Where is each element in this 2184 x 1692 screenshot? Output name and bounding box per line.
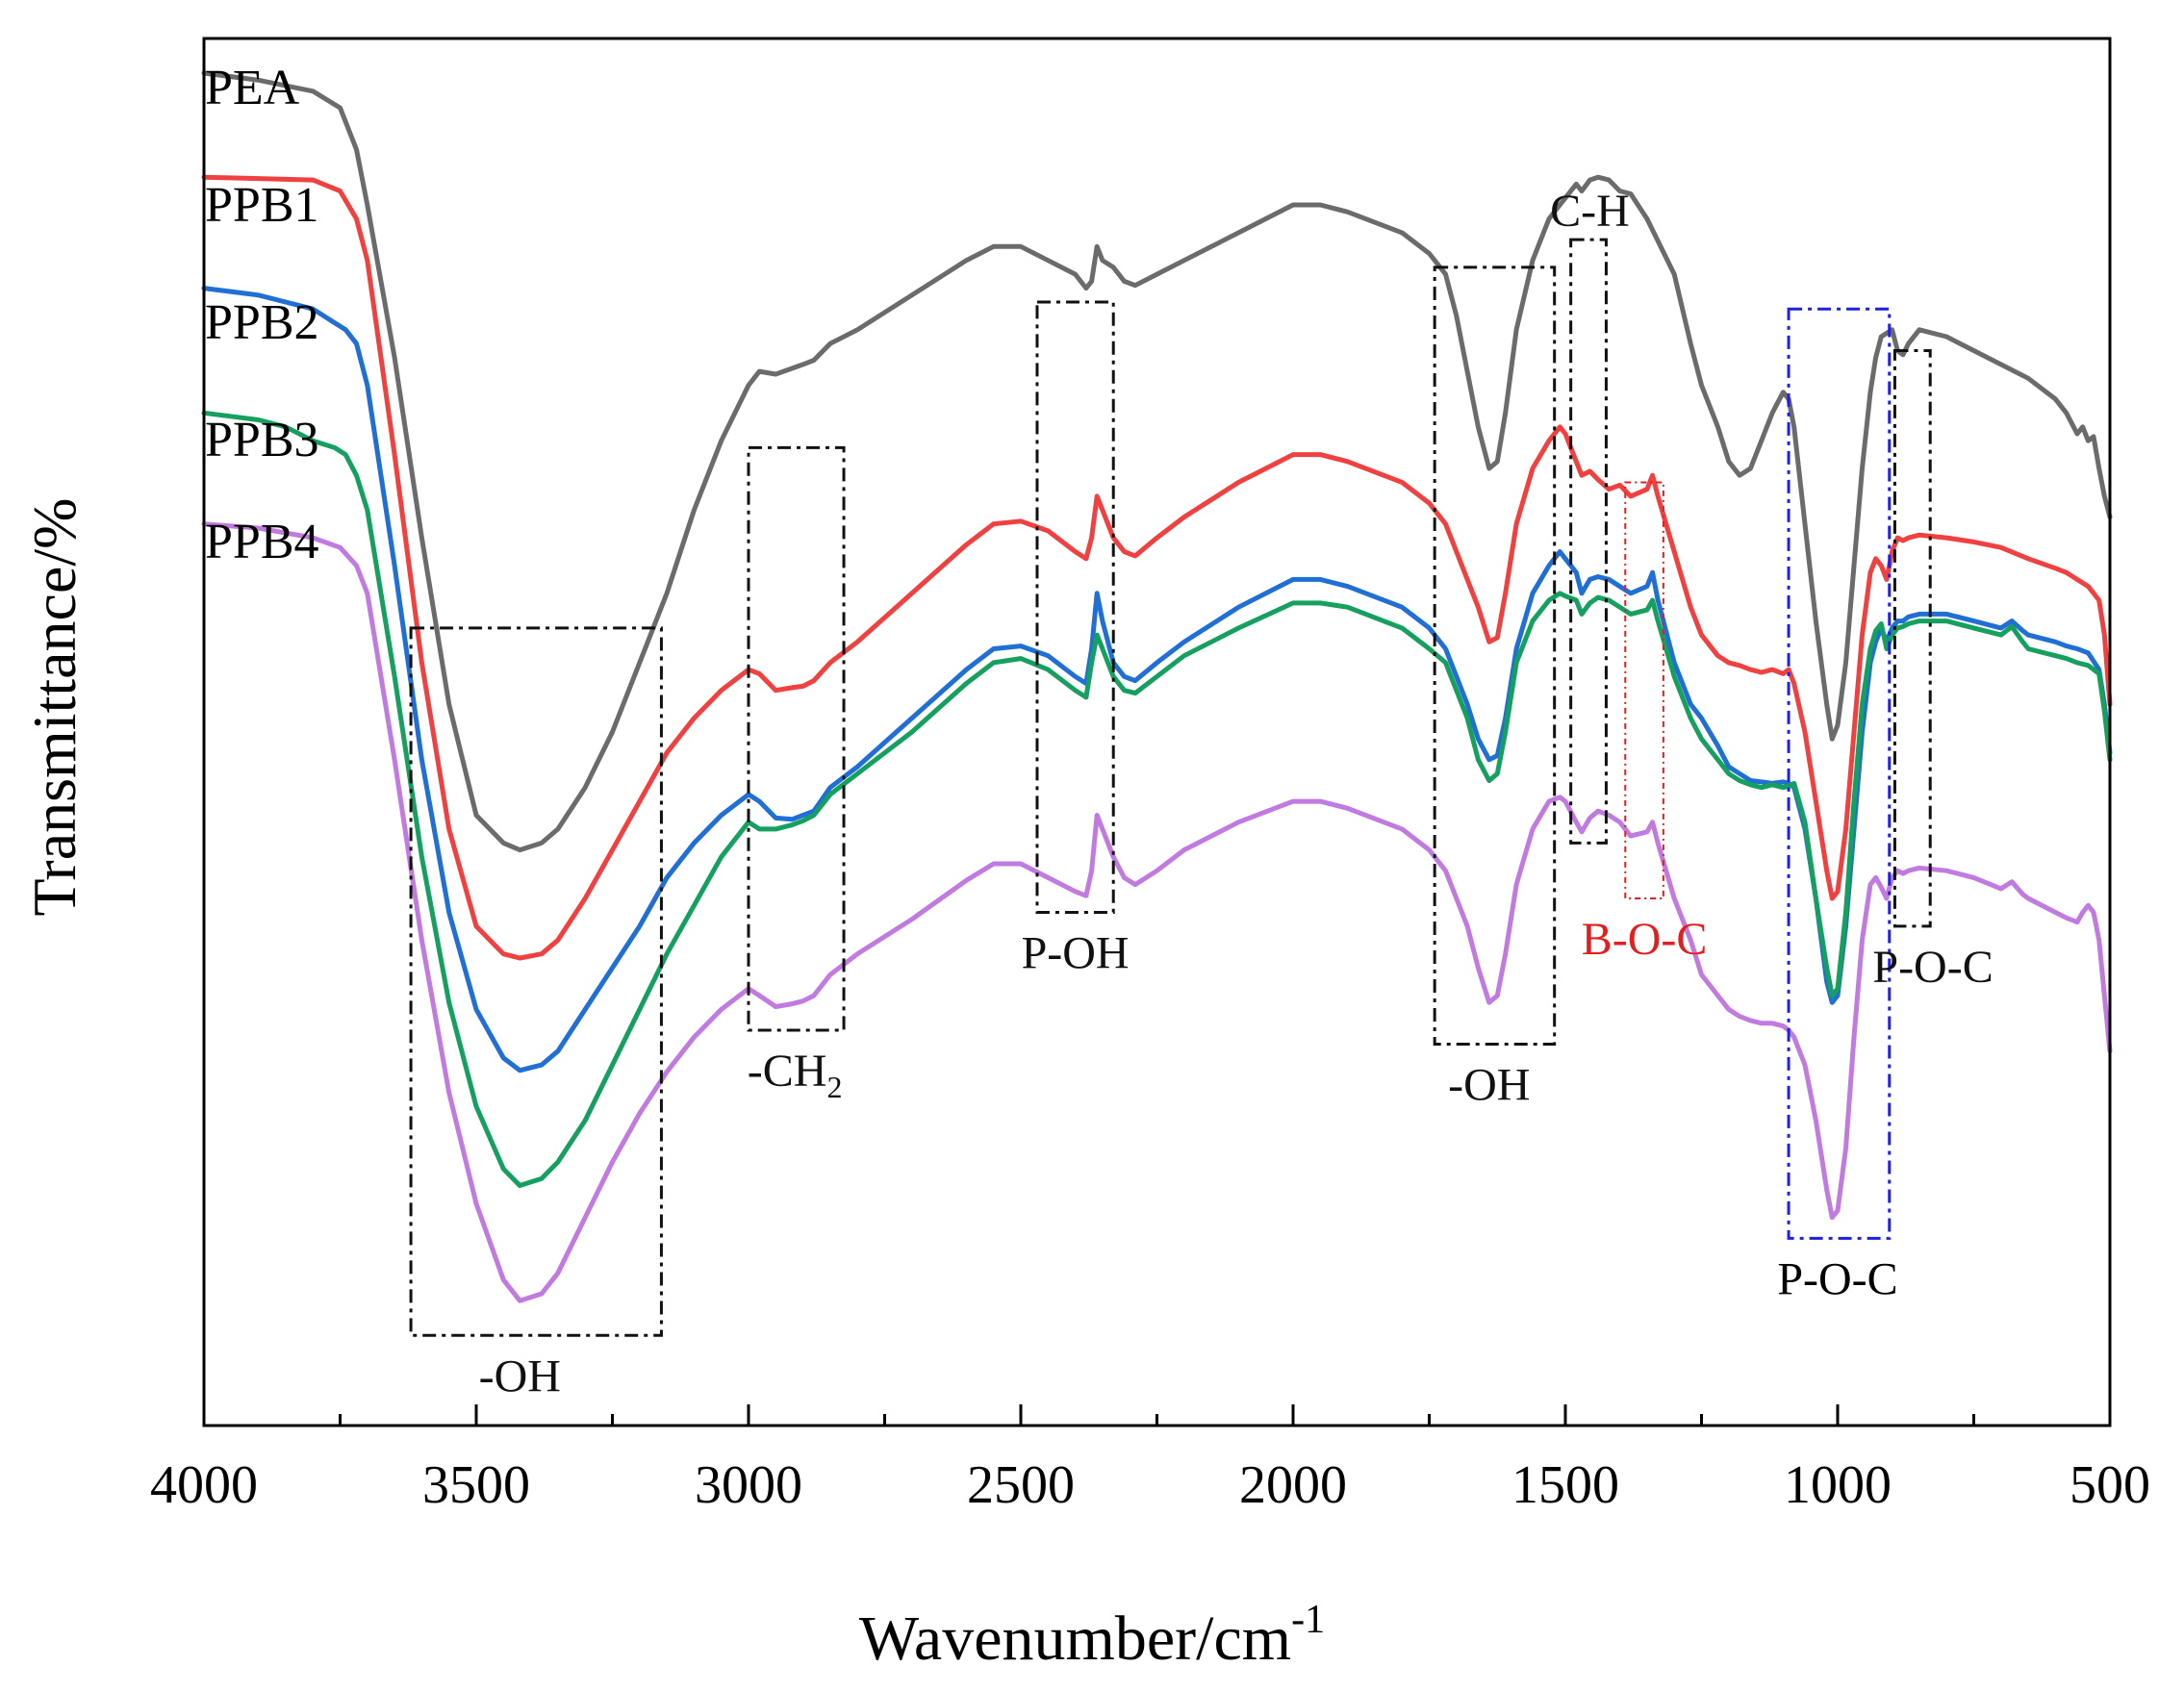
annotation-label-2: -CH2 xyxy=(748,1046,843,1104)
annotation-box-6 xyxy=(1624,481,1664,900)
x-tick-label-2500: 2500 xyxy=(967,1455,1075,1515)
annotation-box-3 xyxy=(1035,300,1115,914)
annotation-label-5: C-H xyxy=(1550,186,1630,237)
annotation-layer: -OH -CH2 P-OH -OH C-H B-O-C P-O-C P-O-C xyxy=(409,186,1994,1402)
annotation-label-8: P-O-C xyxy=(1872,942,1993,993)
series-line-pea xyxy=(201,70,2113,853)
series-label-ppb4: PPB4 xyxy=(205,515,319,569)
x-axis-ticks: 4000 3500 3000 2500 2000 1500 1000 500 xyxy=(150,1404,2150,1515)
x-tick-label-4000: 4000 xyxy=(150,1455,258,1515)
annotation-label-7: P-O-C xyxy=(1777,1253,1897,1304)
x-tick-label-1500: 1500 xyxy=(1511,1455,1619,1515)
annotation-label-1: -OH xyxy=(479,1351,561,1402)
annotation-box-2 xyxy=(747,445,846,1032)
series-label-ppb3: PPB3 xyxy=(205,413,319,467)
series-label-pea: PEA xyxy=(205,61,300,115)
x-tick-label-500: 500 xyxy=(2070,1455,2150,1515)
annotation-box-1 xyxy=(409,626,663,1337)
series-line-ppb4 xyxy=(201,521,2113,1303)
annotation-label-4: -OH xyxy=(1448,1059,1530,1110)
y-axis-label: Transmittance/% xyxy=(20,498,89,917)
x-tick-label-3000: 3000 xyxy=(695,1455,802,1515)
x-tick-label-2000: 2000 xyxy=(1239,1455,1347,1515)
series-layer xyxy=(201,70,2113,1303)
x-tick-label-1000: 1000 xyxy=(1784,1455,1892,1515)
x-axis-label: Wavenumber/cm-1 xyxy=(859,1598,1325,1674)
plot-frame xyxy=(202,37,2112,1427)
x-axis-label-main: Wavenumber/cm xyxy=(859,1604,1291,1674)
x-axis-label-superscript: -1 xyxy=(1291,1598,1325,1642)
annotation-box-8 xyxy=(1892,348,1932,928)
series-label-ppb1: PPB1 xyxy=(205,178,319,233)
x-tick-label-3500: 3500 xyxy=(422,1455,530,1515)
series-label-ppb2: PPB2 xyxy=(205,295,319,350)
annotation-box-5 xyxy=(1569,238,1608,845)
series-labels: PEA PPB1 PPB2 PPB3 PPB4 xyxy=(205,61,319,569)
annotation-box-4 xyxy=(1433,265,1557,1046)
annotation-label-subscript-2: 2 xyxy=(826,1070,842,1104)
series-line-ppb3 xyxy=(201,410,2113,1188)
annotation-label-6: B-O-C xyxy=(1582,914,1708,965)
series-line-ppb1 xyxy=(201,174,2113,961)
annotation-label-3: P-OH xyxy=(1022,927,1130,978)
annotation-box-7 xyxy=(1787,307,1892,1240)
